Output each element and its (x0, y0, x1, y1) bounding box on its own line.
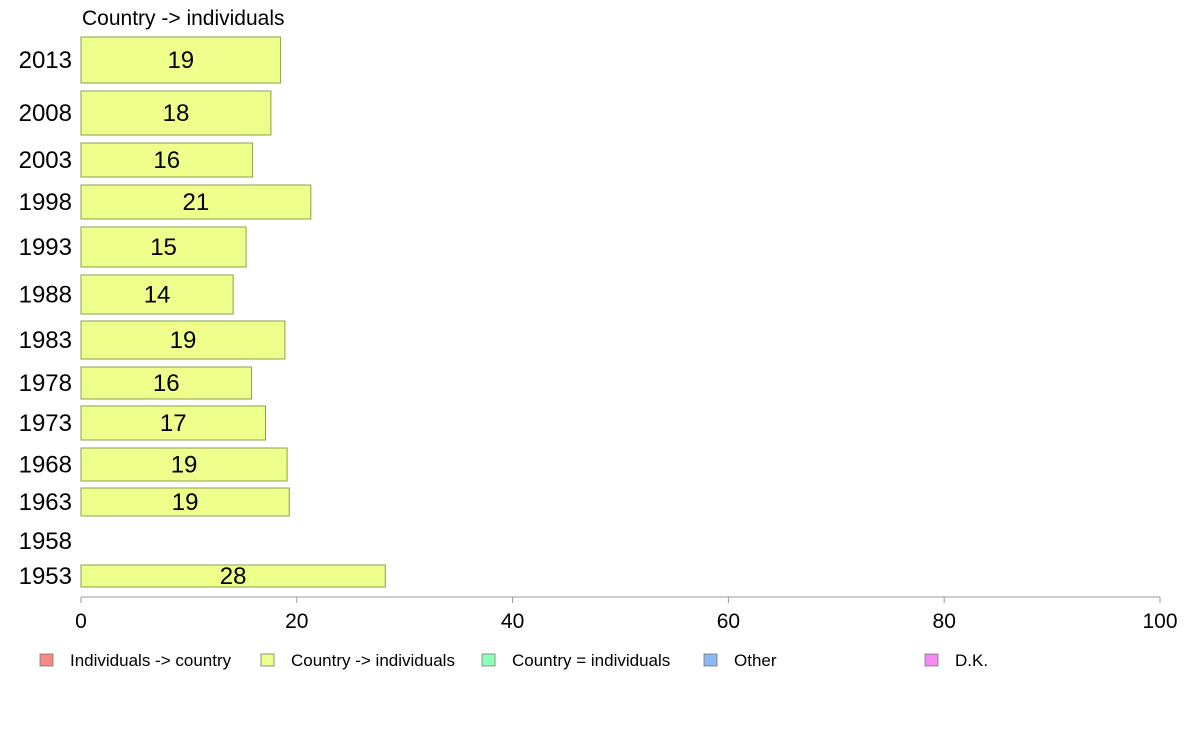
y-tick-label: 1958 (19, 528, 72, 555)
bar (80, 36, 282, 84)
legend-swatch (39, 653, 54, 667)
bars-layer: 2013 19 2008 18 2003 16 1998 21 1993 15 1988 14 1983… (19, 36, 386, 590)
legend-swatch (703, 653, 718, 667)
x-tick-label: 60 (717, 610, 740, 633)
x-axis: 0 20 40 60 80 100 (75, 596, 1178, 633)
legend-label: D.K. (955, 651, 988, 670)
y-tick-label: 2008 (19, 100, 72, 127)
y-tick-label: 1993 (19, 234, 72, 261)
bar-data-label: 16 (153, 147, 180, 174)
bar-data-label: 21 (183, 189, 210, 216)
legend-label: Country = individuals (512, 651, 670, 670)
bar-data-label: 19 (172, 489, 199, 516)
bar-data-label: 18 (163, 100, 190, 127)
legend: Individuals -> country Country -> individ… (39, 651, 988, 670)
legend-label: Individuals -> country (70, 651, 232, 670)
bar (80, 142, 254, 178)
bar (80, 90, 272, 136)
bar-data-label: 19 (170, 327, 197, 354)
chart-title: Country -> individuals (82, 7, 285, 30)
x-tick-label: 100 (1142, 610, 1177, 633)
bar (80, 447, 288, 482)
bar (80, 405, 267, 441)
bar (80, 564, 386, 588)
x-tick-label: 80 (933, 610, 956, 633)
bar-data-label: 17 (160, 410, 187, 437)
y-tick-label: 2013 (19, 47, 72, 74)
y-tick-label: 1988 (19, 282, 72, 309)
y-tick-label: 1963 (19, 489, 72, 516)
legend-label: Other (734, 651, 777, 670)
bar (80, 184, 312, 220)
bar-data-label: 28 (220, 563, 247, 590)
x-tick-label: 20 (285, 610, 308, 633)
bar-data-label: 19 (171, 452, 198, 479)
bar-data-label: 14 (144, 282, 171, 309)
bar (80, 226, 247, 268)
bar-data-label: 19 (167, 47, 194, 74)
y-tick-label: 1953 (19, 563, 72, 590)
legend-swatch (924, 653, 939, 667)
y-tick-label: 1968 (19, 452, 72, 479)
legend-swatch (260, 653, 275, 667)
y-tick-label: 1973 (19, 410, 72, 437)
x-tick-label: 0 (75, 610, 87, 633)
y-tick-label: 1983 (19, 327, 72, 354)
bar (80, 366, 252, 400)
bar (80, 320, 286, 360)
legend-label: Country -> individuals (291, 651, 455, 670)
bar-data-label: 16 (153, 370, 180, 397)
y-tick-label: 1978 (19, 370, 72, 397)
bar (80, 487, 290, 517)
bar-data-label: 15 (150, 234, 177, 261)
x-tick-label: 40 (501, 610, 524, 633)
y-tick-label: 1998 (19, 189, 72, 216)
bar (80, 274, 234, 315)
y-tick-label: 2003 (19, 147, 72, 174)
legend-swatch (481, 653, 496, 667)
